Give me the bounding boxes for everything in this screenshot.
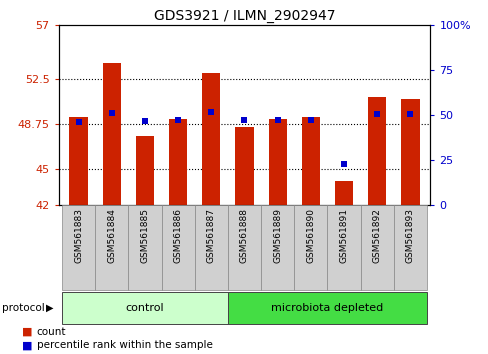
Text: GSM561891: GSM561891 — [339, 208, 348, 263]
FancyBboxPatch shape — [161, 205, 194, 290]
FancyBboxPatch shape — [62, 205, 95, 290]
Text: microbiota depleted: microbiota depleted — [271, 303, 383, 313]
Bar — [301, 118, 319, 205]
Text: GSM561883: GSM561883 — [74, 208, 83, 263]
FancyBboxPatch shape — [95, 205, 128, 290]
Bar — [334, 181, 352, 205]
Text: GDS3921 / ILMN_2902947: GDS3921 / ILMN_2902947 — [153, 9, 335, 23]
Text: ■: ■ — [22, 327, 32, 337]
Text: GSM561887: GSM561887 — [206, 208, 215, 263]
FancyBboxPatch shape — [360, 205, 393, 290]
Text: GSM561886: GSM561886 — [173, 208, 182, 263]
Text: GSM561893: GSM561893 — [405, 208, 414, 263]
Bar — [136, 136, 154, 205]
FancyBboxPatch shape — [261, 205, 294, 290]
FancyBboxPatch shape — [327, 205, 360, 290]
Text: control: control — [125, 303, 164, 313]
Text: protocol: protocol — [2, 303, 45, 313]
Bar — [268, 119, 286, 205]
Text: GSM561890: GSM561890 — [306, 208, 315, 263]
Text: count: count — [37, 327, 66, 337]
FancyBboxPatch shape — [393, 205, 426, 290]
Text: GSM561889: GSM561889 — [273, 208, 282, 263]
Bar — [169, 119, 187, 205]
Text: GSM561892: GSM561892 — [372, 208, 381, 263]
Text: ▶: ▶ — [46, 303, 54, 313]
FancyBboxPatch shape — [227, 205, 261, 290]
FancyBboxPatch shape — [294, 205, 327, 290]
Bar — [102, 63, 121, 205]
Text: ■: ■ — [22, 340, 32, 350]
Bar — [367, 97, 386, 205]
Text: GSM561888: GSM561888 — [240, 208, 248, 263]
Bar — [235, 127, 253, 205]
Text: GSM561885: GSM561885 — [140, 208, 149, 263]
FancyBboxPatch shape — [227, 292, 426, 324]
Text: GSM561884: GSM561884 — [107, 208, 116, 263]
Bar — [401, 99, 419, 205]
Bar — [69, 118, 87, 205]
FancyBboxPatch shape — [128, 205, 161, 290]
Text: percentile rank within the sample: percentile rank within the sample — [37, 340, 212, 350]
FancyBboxPatch shape — [194, 205, 227, 290]
Bar — [202, 73, 220, 205]
FancyBboxPatch shape — [62, 292, 227, 324]
